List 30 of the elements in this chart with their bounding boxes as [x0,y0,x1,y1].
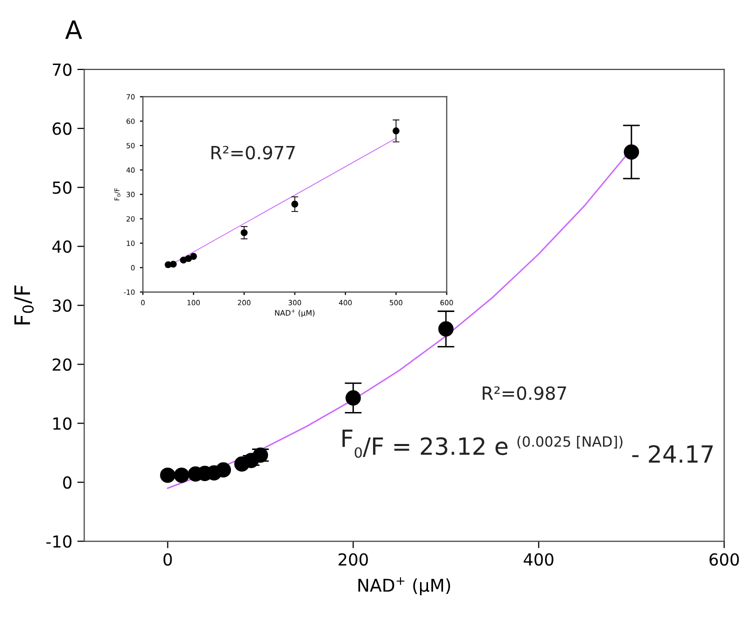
y-axis-title: F$_{0}$/F [14,286,34,324]
point [392,127,400,134]
point [291,200,298,208]
y-tick-label: 10 [53,417,72,430]
point [184,255,192,262]
point [190,252,197,260]
x-tick-label: 600 [710,553,739,566]
point [170,260,177,268]
point [240,229,248,236]
y-tick-label: 20 [52,358,72,371]
point [216,462,231,478]
point [624,144,640,160]
x-tick-label: 0 [164,553,172,566]
x-tick-label: 400 [524,553,554,566]
x-axis-title: NAD$^{+}$ (μM) [358,577,450,596]
y-tick-label: 60 [52,122,72,135]
y-tick-label: 70 [52,63,72,76]
annotation: R²=0.977 [211,146,295,160]
y-tick-label: 50 [52,181,72,194]
x-tick-label: 200 [338,553,368,566]
y-tick-label: 30 [52,299,72,312]
point [438,321,454,337]
y-tick-label: 0 [63,476,72,489]
annotation: R²=0.987 [482,386,566,400]
y-tick-label: 40 [52,240,72,253]
point [174,468,190,483]
point [160,468,176,483]
point [346,390,361,406]
chart-title: A [65,20,82,39]
y-tick-label: -10 [46,535,72,548]
